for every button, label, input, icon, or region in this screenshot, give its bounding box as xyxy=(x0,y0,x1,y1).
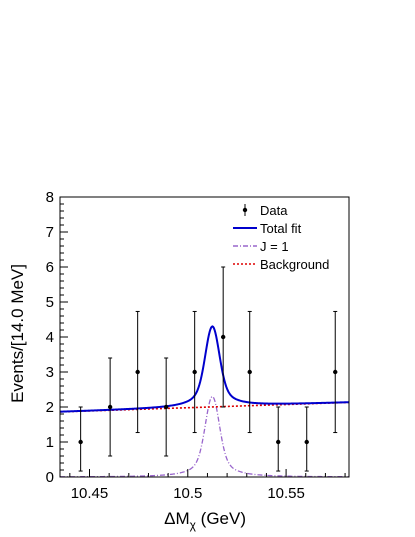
legend-item: Total fit xyxy=(233,221,302,236)
x-axis-title-unit: (GeV) xyxy=(196,509,246,528)
legend-item: J = 1 xyxy=(233,239,289,254)
data-point xyxy=(135,310,140,434)
data-marker xyxy=(304,439,309,445)
legend-label: Total fit xyxy=(260,221,302,236)
x-axis-ticks: 10.45 10.5 10.55 xyxy=(69,469,346,502)
legend-marker xyxy=(242,207,248,213)
legend-label: Data xyxy=(260,203,288,218)
x-axis-title-subscript: χ xyxy=(190,518,197,532)
y-tick-label: 7 xyxy=(46,224,54,241)
y-tick-label: 0 xyxy=(46,469,54,486)
data-point xyxy=(247,310,252,434)
signal-j1-curve xyxy=(59,395,349,478)
data-marker xyxy=(107,404,113,410)
data-points xyxy=(78,266,338,472)
legend-item: Data xyxy=(242,203,288,218)
y-tick-label: 6 xyxy=(46,259,54,276)
data-point xyxy=(220,266,226,408)
data-point xyxy=(192,310,197,434)
y-tick-label: 5 xyxy=(46,294,54,311)
data-marker xyxy=(333,369,338,375)
legend-label: Background xyxy=(260,257,329,272)
y-tick-label: 2 xyxy=(46,399,54,416)
legend: Data Total fit J = 1 Background xyxy=(233,203,329,272)
y-tick-label: 1 xyxy=(46,434,54,451)
data-point xyxy=(276,406,281,472)
y-axis-title: Events/[14.0 MeV] xyxy=(8,264,27,403)
data-marker xyxy=(276,439,281,445)
total-fit-curve xyxy=(59,325,350,413)
x-tick-label: 10.45 xyxy=(71,485,109,502)
y-axis-ticks: 0 1 2 3 4 5 6 7 8 xyxy=(46,189,68,486)
data-point xyxy=(107,357,113,457)
data-marker xyxy=(78,439,83,445)
fit-curves xyxy=(59,325,350,478)
data-marker xyxy=(192,369,197,375)
x-tick-label: 10.55 xyxy=(267,485,305,502)
data-marker xyxy=(135,369,140,375)
x-axis-title: ΔMχ (GeV) xyxy=(164,509,246,532)
y-tick-label: 3 xyxy=(46,364,54,381)
data-point xyxy=(78,406,83,472)
x-axis-title-main: ΔM xyxy=(164,509,190,528)
data-point xyxy=(304,406,309,472)
legend-label: J = 1 xyxy=(260,239,289,254)
data-marker xyxy=(247,369,252,375)
data-marker xyxy=(220,334,226,340)
data-marker xyxy=(163,404,169,410)
data-point xyxy=(163,357,169,457)
data-point xyxy=(333,310,338,434)
y-tick-label: 4 xyxy=(46,329,54,346)
legend-item: Background xyxy=(233,257,329,272)
y-tick-label: 8 xyxy=(46,189,54,206)
x-tick-label: 10.5 xyxy=(173,485,202,502)
